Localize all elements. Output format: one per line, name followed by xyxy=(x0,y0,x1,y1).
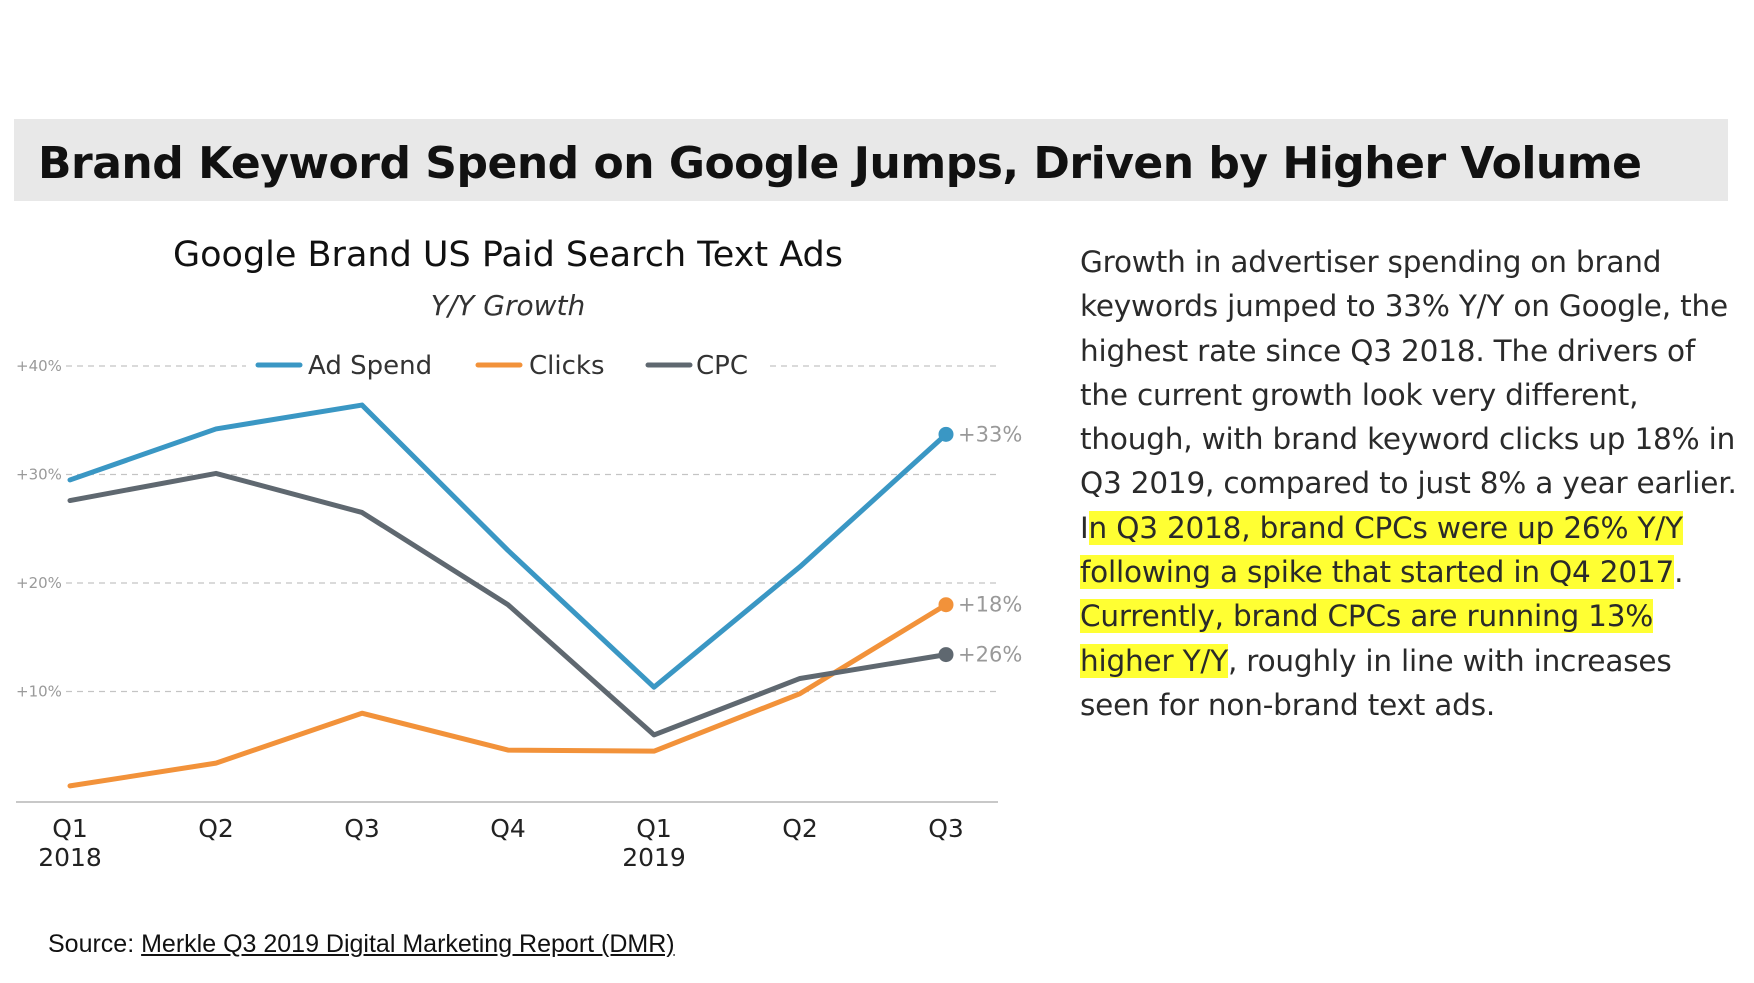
y-tick-label: +30% xyxy=(16,466,62,484)
series-end-point xyxy=(938,647,954,663)
source-link[interactable]: Merkle Q3 2019 Digital Marketing Report … xyxy=(141,930,675,958)
x-tick-label-line: Q2 xyxy=(782,814,818,843)
y-tick-label: +20% xyxy=(16,574,62,592)
y-tick-label: +40% xyxy=(16,357,62,375)
legend-label: Clicks xyxy=(529,351,605,381)
x-tick-label-line: Q1 xyxy=(636,814,672,843)
x-tick-label: Q3 xyxy=(928,814,964,843)
series-end-point xyxy=(938,597,954,613)
y-tick-label: +10% xyxy=(16,683,62,701)
body-text-mid: . xyxy=(1674,555,1684,590)
x-tick-label: Q1 2018 xyxy=(38,814,102,872)
line-chart: Google Brand US Paid Search Text Ads Y/Y… xyxy=(16,235,1022,872)
source-note: Source: Merkle Q3 2019 Digital Marketing… xyxy=(48,930,675,959)
chart-title: Google Brand US Paid Search Text Ads xyxy=(173,235,843,275)
legend: Ad Spend Clicks CPC xyxy=(246,345,766,383)
legend-label: Ad Spend xyxy=(308,351,432,381)
x-tick-label-line: 2019 xyxy=(622,843,686,872)
series-end-point xyxy=(938,426,954,442)
series-end-label: +33% xyxy=(958,422,1022,446)
body-paragraph: Growth in advertiser spending on brand k… xyxy=(1080,240,1740,727)
grid-layer: +10% +20% +30% +40% xyxy=(16,357,1000,701)
series-line-cpc xyxy=(67,470,949,738)
x-tick-label: Q4 xyxy=(490,814,526,843)
body-text-end: , roughly in line with increases seen fo… xyxy=(1080,643,1672,722)
source-label: Source: xyxy=(48,930,142,958)
x-tick-label: Q2 xyxy=(782,814,818,843)
legend-label: CPC xyxy=(696,351,748,381)
x-tick-label-line: Q2 xyxy=(198,814,234,843)
series-layer: +33% +18% +26% xyxy=(67,402,1022,789)
x-tick-label-line: Q1 xyxy=(52,814,88,843)
body-text: Growth in advertiser spending on brand k… xyxy=(1080,240,1740,727)
x-tick-label: Q3 xyxy=(344,814,380,843)
series-end-label: +18% xyxy=(958,593,1022,617)
x-tick-label-line: 2018 xyxy=(38,843,102,872)
x-tick-label-line: Q3 xyxy=(344,814,380,843)
x-tick-label-line: Q3 xyxy=(928,814,964,843)
x-tick-label-line: Q4 xyxy=(490,814,526,843)
x-tick-label: Q1 2019 xyxy=(622,814,686,872)
body-text-start: Growth in advertiser spending on brand k… xyxy=(1080,245,1737,545)
x-tick-label: Q2 xyxy=(198,814,234,843)
highlight-cpc-2018: n Q3 2018, brand CPCs were up 26% Y/Y fo… xyxy=(1080,510,1683,590)
series-line-clicks xyxy=(67,602,949,789)
series-line-ad-spend xyxy=(67,402,949,690)
slide-title: Brand Keyword Spend on Google Jumps, Dri… xyxy=(38,138,1642,189)
chart-subtitle: Y/Y Growth xyxy=(431,289,586,322)
title-bar: Brand Keyword Spend on Google Jumps, Dri… xyxy=(14,119,1728,201)
series-end-label: +26% xyxy=(958,643,1022,667)
